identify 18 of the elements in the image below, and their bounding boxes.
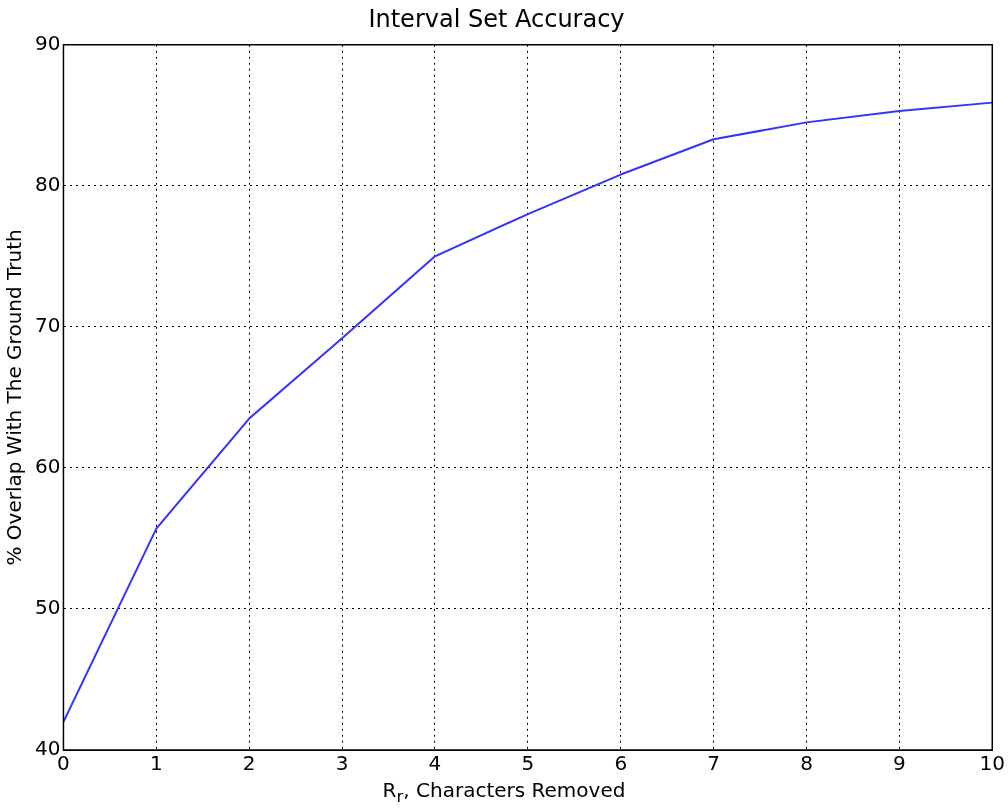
x-tick-label: 5 (521, 751, 535, 776)
x-tick-label: 7 (707, 751, 720, 776)
x-tick-label: 2 (242, 751, 256, 776)
y-axis-title: % Overlap With The Ground Truth (2, 229, 27, 566)
x-tick-label: 4 (428, 751, 442, 776)
y-tick-label: 80 (35, 172, 61, 197)
y-tick-label: 60 (35, 454, 61, 479)
chart-title: Interval Set Accuracy (368, 4, 625, 33)
y-tick-label: 50 (35, 595, 61, 620)
x-tick-label: 6 (614, 751, 628, 776)
x-tick-label: 3 (335, 751, 349, 776)
x-tick-label: 1 (149, 751, 163, 776)
x-tick-label: 10 (979, 751, 1005, 776)
y-tick-label: 70 (35, 313, 61, 338)
y-tick-label: 90 (35, 31, 61, 55)
x-tick-label: 8 (800, 751, 813, 776)
x-tick-label: 9 (893, 751, 906, 776)
x-axis-title: R$_{r}$, Characters Removed (381, 778, 627, 806)
